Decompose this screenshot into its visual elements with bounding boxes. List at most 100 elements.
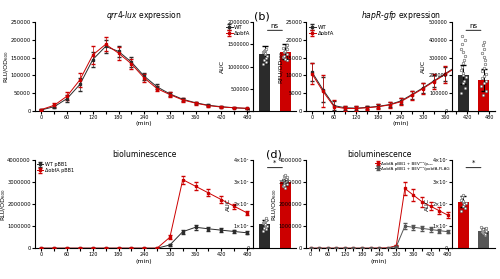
Bar [259, 224, 270, 248]
Point [260, 226, 268, 231]
Y-axis label: RLU/OD₆₀₀: RLU/OD₆₀₀ [3, 51, 8, 82]
X-axis label: (min): (min) [392, 121, 409, 126]
Point [280, 181, 288, 185]
Legend: ΔobfA pBB1 + BEVᵂᵀ/p₀₀₀, ΔobfA pBB1 + BEVᵂᵀ/pobfA-FLAG: ΔobfA pBB1 + BEVᵂᵀ/p₀₀₀, ΔobfA pBB1 + BE… [375, 162, 450, 170]
Point [478, 228, 486, 232]
Point [284, 179, 292, 183]
Point [478, 69, 486, 73]
Point [262, 225, 270, 230]
Point [478, 229, 486, 233]
Point [460, 54, 468, 58]
Point [482, 88, 490, 93]
Point [258, 62, 266, 67]
Title: bioluminescence: bioluminescence [112, 150, 176, 159]
Point [258, 50, 266, 55]
Bar [478, 80, 490, 111]
Point [462, 75, 469, 80]
Point [262, 217, 270, 222]
X-axis label: (min): (min) [371, 259, 388, 264]
Point [460, 86, 468, 90]
Point [282, 173, 290, 177]
Y-axis label: AUC: AUC [226, 198, 231, 211]
Point [261, 223, 269, 227]
Y-axis label: AUC: AUC [424, 198, 430, 211]
Point [482, 228, 490, 233]
Bar [259, 54, 270, 111]
Point [260, 220, 268, 224]
Point [282, 44, 290, 49]
Point [279, 184, 287, 189]
Y-axis label: RLU/OD₆₀₀: RLU/OD₆₀₀ [271, 188, 276, 220]
Point [480, 55, 488, 59]
Point [458, 64, 466, 69]
Point [260, 51, 268, 56]
Point [460, 199, 468, 204]
Text: ns: ns [271, 23, 279, 28]
Bar [280, 182, 291, 248]
Point [480, 81, 488, 86]
Point [460, 72, 468, 77]
Point [280, 56, 288, 61]
Point [258, 221, 266, 225]
Point [262, 216, 270, 221]
Point [459, 61, 467, 65]
Point [459, 81, 467, 86]
Point [482, 226, 490, 231]
Point [480, 227, 488, 232]
Bar [458, 202, 469, 248]
Legend: WT pBB1, ΔobfA pBB1: WT pBB1, ΔobfA pBB1 [38, 162, 74, 173]
Point [262, 60, 270, 64]
Point [457, 47, 465, 51]
Point [282, 58, 290, 62]
Point [280, 50, 288, 55]
Point [457, 91, 465, 95]
Point [279, 55, 287, 59]
Point [462, 201, 469, 205]
Text: (b): (b) [254, 12, 270, 22]
Point [261, 52, 269, 56]
Point [281, 49, 289, 53]
Point [478, 51, 486, 56]
Point [480, 65, 488, 70]
Point [281, 180, 289, 184]
Point [284, 175, 292, 180]
Point [260, 47, 268, 52]
Point [262, 56, 270, 60]
Point [481, 62, 489, 66]
Point [262, 227, 270, 232]
Point [460, 79, 468, 83]
Y-axis label: AUC: AUC [422, 60, 426, 73]
Point [480, 74, 488, 79]
Point [280, 183, 288, 187]
Point [280, 174, 288, 179]
Point [260, 49, 268, 53]
Text: ns: ns [470, 23, 478, 28]
Bar [458, 74, 469, 111]
Point [263, 53, 271, 58]
Text: *: * [472, 160, 475, 166]
Point [460, 198, 468, 203]
Point [478, 76, 486, 80]
Point [480, 47, 488, 51]
Point [481, 232, 489, 236]
Point [458, 195, 466, 199]
Point [457, 197, 465, 202]
Text: (d): (d) [266, 149, 281, 159]
Text: *: * [273, 160, 276, 166]
Point [459, 204, 467, 208]
Point [283, 52, 291, 56]
Point [479, 230, 487, 235]
Point [460, 206, 468, 211]
Point [459, 193, 467, 197]
Point [479, 43, 487, 48]
Point [478, 229, 486, 234]
Title: $\it{qrr4}$-$\it{lux}$ expression: $\it{qrr4}$-$\it{lux}$ expression [106, 9, 182, 22]
Point [457, 68, 465, 73]
Point [283, 182, 291, 186]
Point [263, 224, 271, 229]
Point [478, 84, 486, 88]
Point [482, 79, 490, 83]
Point [280, 54, 288, 58]
Bar [478, 230, 490, 248]
Legend: WT, ΔobfA: WT, ΔobfA [226, 25, 250, 36]
